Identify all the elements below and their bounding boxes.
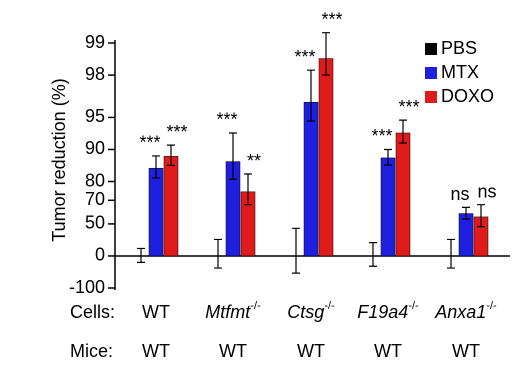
error-bar — [447, 238, 455, 269]
legend-label: MTX — [441, 62, 479, 82]
cell-superscript: -/- — [408, 300, 419, 312]
error-bar — [462, 206, 470, 220]
significance-label: *** — [371, 126, 392, 146]
cell-superscript: -/- — [250, 300, 261, 312]
y-axis-label: Tumor reduction (%) — [49, 78, 69, 241]
cell-label: Anxa1-/- — [434, 300, 497, 322]
cell-label: Mtfmt-/- — [205, 300, 261, 322]
error-bar — [214, 238, 222, 269]
cell-name: WT — [142, 302, 170, 322]
y-tick-label: 90 — [85, 138, 105, 158]
significance-label: *** — [294, 47, 315, 67]
significance-label: *** — [398, 97, 419, 117]
significance-label: ** — [247, 151, 261, 171]
cell-superscript: -/- — [324, 300, 335, 312]
legend-swatch — [425, 67, 437, 79]
cell-name: F19a4 — [357, 302, 408, 322]
error-bar — [292, 227, 300, 274]
legend-label: PBS — [441, 38, 477, 58]
error-bar — [399, 119, 407, 144]
error-bar — [322, 32, 330, 76]
bar — [163, 156, 179, 257]
legend-swatch — [425, 91, 437, 103]
y-tick-label: 95 — [85, 106, 105, 126]
legend-label: DOXO — [441, 86, 494, 106]
error-bar — [167, 144, 175, 166]
error-bar — [229, 132, 237, 180]
mice-label: WT — [374, 341, 402, 361]
error-bar — [307, 69, 315, 122]
bar — [395, 132, 411, 257]
cell-label: Ctsg-/- — [287, 300, 335, 322]
y-tick-label: 0 — [95, 245, 105, 265]
y-tick-label: 99 — [85, 32, 105, 52]
significance-label: ns — [450, 184, 469, 204]
y-tick-label: 50 — [85, 213, 105, 233]
y-tick-label: -100 — [69, 277, 105, 297]
error-bar — [477, 204, 485, 228]
significance-label: *** — [139, 133, 160, 153]
y-tick-label: 98 — [85, 64, 105, 84]
error-bar — [384, 148, 392, 166]
bar — [458, 213, 474, 257]
cell-label: F19a4-/- — [357, 300, 419, 322]
bar — [318, 58, 334, 257]
cell-label: WT — [142, 302, 170, 322]
cell-name: Anxa1 — [434, 302, 486, 322]
legend-swatch — [425, 43, 437, 55]
y-tick-label: 70 — [85, 189, 105, 209]
bar — [380, 157, 396, 257]
significance-label: *** — [166, 122, 187, 142]
significance-label: *** — [216, 110, 237, 130]
significance-label: ns — [477, 181, 496, 201]
cell-name: Mtfmt — [205, 302, 251, 322]
error-bar — [244, 173, 252, 206]
mice-label: WT — [297, 341, 325, 361]
cell-name: Ctsg — [287, 302, 324, 322]
mice-label: WT — [219, 341, 247, 361]
cell-superscript: -/- — [486, 300, 497, 312]
row-label: Mice: — [70, 341, 113, 361]
error-bar — [369, 242, 377, 267]
y-tick-label: 80 — [85, 170, 105, 190]
bar — [303, 101, 319, 257]
error-bar — [152, 155, 160, 179]
mice-label: WT — [452, 341, 480, 361]
bar — [148, 167, 164, 257]
error-bar — [137, 247, 145, 264]
mice-label: WT — [142, 341, 170, 361]
row-label: Cells: — [70, 302, 115, 322]
significance-label: *** — [321, 9, 342, 29]
